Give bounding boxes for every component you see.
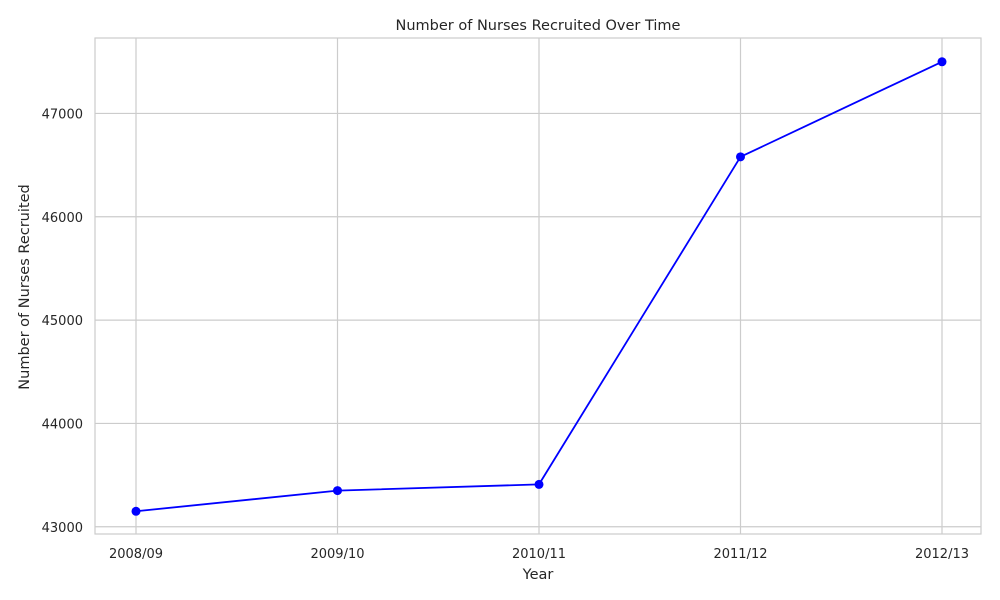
data-point-marker [131,506,141,516]
y-tick-label: 47000 [42,107,83,122]
y-axis-label: Number of Nurses Recruited [17,184,33,389]
x-tick-label: 2008/09 [109,547,163,562]
y-tick-label: 44000 [42,417,83,432]
x-axis-label: Year [522,567,554,583]
data-point-marker [333,486,342,496]
data-point-marker [736,152,745,162]
chart-title: Number of Nurses Recruited Over Time [396,18,681,34]
y-tick-label: 46000 [42,211,83,226]
x-tick-label: 2012/13 [915,547,969,562]
data-point-marker [937,57,947,67]
x-tick-label: 2011/12 [713,547,767,562]
y-tick-label: 43000 [42,521,83,536]
tick-labels: 2008/09 2009/10 2010/11 2011/12 2012/13 43000… [42,107,969,562]
series [131,57,947,516]
plot-frame [94,37,982,535]
y-tick-label: 45000 [42,314,83,329]
x-tick-label: 2009/10 [310,547,364,562]
data-point-marker [534,479,544,489]
x-tick-label: 2010/11 [512,547,566,562]
